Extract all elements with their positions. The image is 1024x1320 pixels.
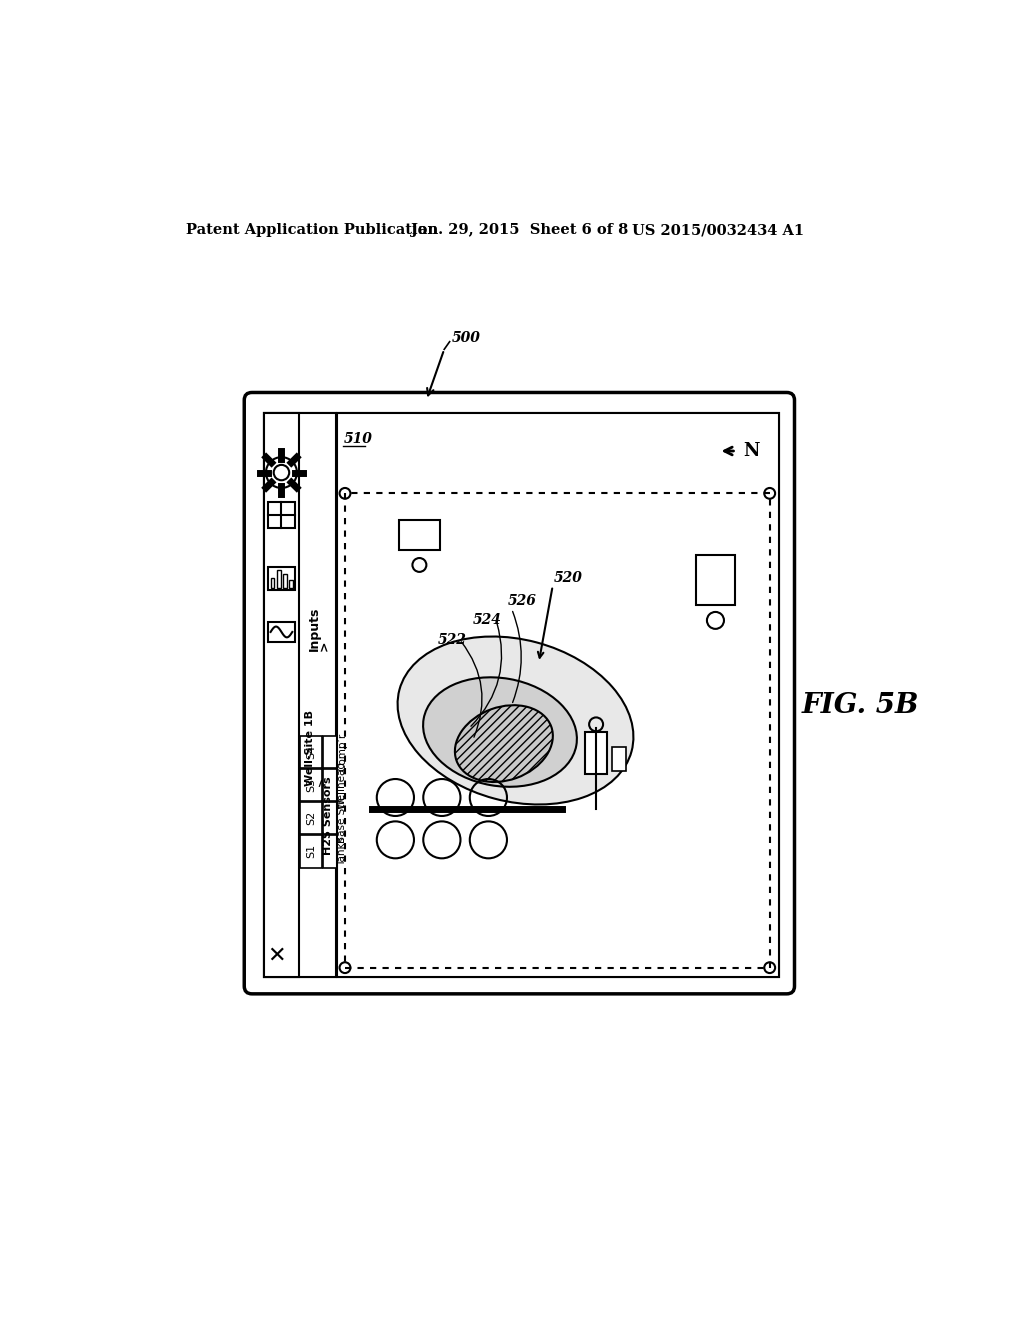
Bar [324,770,360,801]
Ellipse shape [423,677,577,787]
Text: FIG. 5B: FIG. 5B [802,692,920,718]
Text: S3: S3 [306,777,315,792]
Text: US 2015/0032434 A1: US 2015/0032434 A1 [632,223,804,238]
Bar [300,803,322,834]
Text: Jan. 29, 2015  Sheet 6 of 8: Jan. 29, 2015 Sheet 6 of 8 [411,223,628,238]
Text: H2S Sensors: H2S Sensors [323,776,333,855]
Text: 500: 500 [452,331,481,345]
Text: 522: 522 [438,632,467,647]
Text: ✕: ✕ [267,945,286,965]
Text: Tanks: Tanks [337,837,347,866]
Text: S4: S4 [306,744,315,759]
Text: Patent Application Publication: Patent Application Publication [186,223,438,238]
Bar [268,566,295,590]
Bar [300,836,322,867]
Bar [345,494,770,968]
Text: 520: 520 [554,572,583,585]
Bar [324,737,360,768]
Text: S1: S1 [306,845,315,858]
Bar [612,747,627,771]
Ellipse shape [455,705,553,781]
Bar [324,836,360,867]
Bar [270,578,274,589]
Text: 526: 526 [508,594,537,609]
Bar [300,770,322,801]
FancyBboxPatch shape [245,392,795,994]
Bar [263,412,299,977]
Bar [337,412,779,977]
Text: S2: S2 [306,812,315,825]
Bar [283,574,287,589]
Bar [399,520,439,549]
Bar [263,412,336,977]
Bar [300,737,322,768]
Text: >: > [318,640,332,651]
Bar [324,803,360,834]
Text: Inputs: Inputs [307,607,321,651]
Bar [263,412,779,977]
Ellipse shape [397,636,634,804]
Bar [696,554,735,605]
Bar [289,579,293,589]
Text: 524: 524 [473,614,502,627]
Bar [276,570,281,589]
Text: Well-Site 1B: Well-Site 1B [305,710,315,785]
Bar [586,733,607,775]
Bar [268,502,295,528]
Text: Base Stn.: Base Stn. [337,793,347,843]
Text: 510: 510 [343,433,373,446]
Text: Wellhead: Wellhead [337,762,347,809]
Text: Comp’r: Comp’r [337,733,347,771]
Text: N: N [743,442,760,459]
Bar [268,622,295,642]
Text: >: > [316,776,327,785]
